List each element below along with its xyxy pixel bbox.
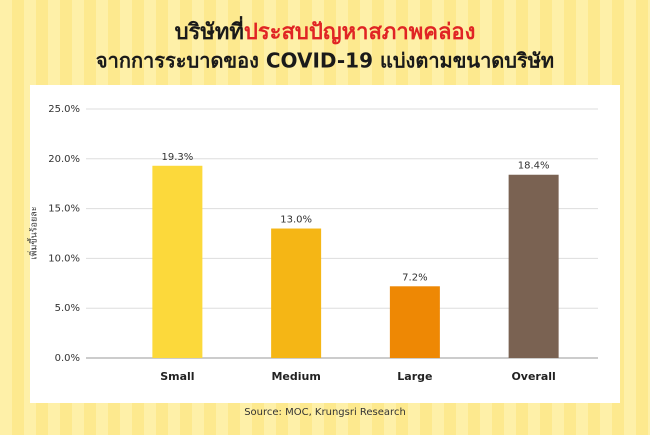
y-tick-label: 5.0% xyxy=(55,303,80,314)
y-tick-label: 25.0% xyxy=(48,104,80,115)
bar xyxy=(271,228,322,358)
value-label: 13.0% xyxy=(280,215,312,226)
y-tick-label: 15.0% xyxy=(48,204,80,215)
bar xyxy=(389,286,440,358)
y-tick-label: 10.0% xyxy=(48,253,80,264)
bar xyxy=(508,174,559,358)
title-part: ประสบปัญหาสภาพคล่อง xyxy=(244,20,476,45)
y-tick-label: 20.0% xyxy=(48,154,80,165)
bar xyxy=(152,165,203,358)
x-tick-label: Medium xyxy=(271,370,320,383)
value-label: 19.3% xyxy=(161,152,193,163)
y-tick-label: 0.0% xyxy=(55,353,80,364)
x-tick-label: Overall xyxy=(511,370,555,383)
source-note: Source: MOC, Krungsri Research xyxy=(244,407,406,418)
x-tick-label: Small xyxy=(160,370,194,383)
y-axis-label: เพิ่มขึ้นร้อยละ xyxy=(27,206,40,259)
chart-subtitle: จากการระบาดของ COVID-19 แบ่งตามขนาดบริษั… xyxy=(96,49,554,73)
title-part: บริษัทที่ xyxy=(175,15,244,45)
value-label: 18.4% xyxy=(518,161,550,172)
value-label: 7.2% xyxy=(402,272,427,283)
x-tick-label: Large xyxy=(397,370,432,383)
chart-title: บริษัทที่ประสบปัญหาสภาพคล่อง xyxy=(175,15,476,45)
